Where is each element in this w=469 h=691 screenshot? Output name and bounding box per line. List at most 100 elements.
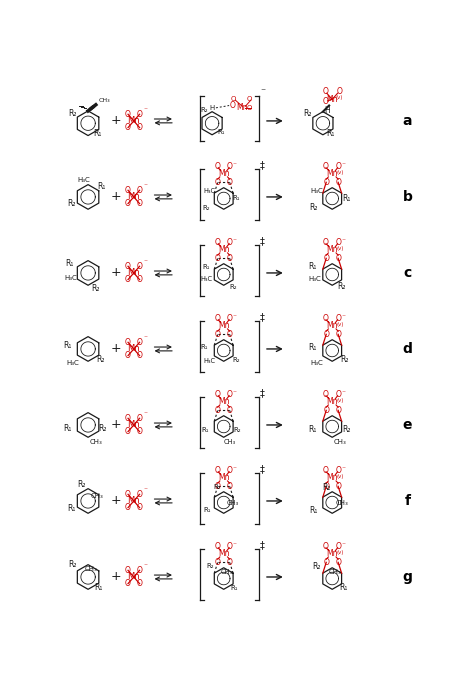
Text: R₂: R₂ [342, 425, 350, 434]
Text: O: O [323, 558, 329, 567]
Text: (v): (v) [336, 170, 344, 175]
Text: Mn: Mn [326, 473, 338, 482]
Text: ⁻: ⁻ [144, 485, 147, 494]
Text: +: + [111, 571, 121, 583]
Text: H₃C: H₃C [204, 358, 216, 364]
Text: O: O [125, 503, 131, 512]
Text: O: O [335, 238, 341, 247]
Text: O: O [335, 178, 341, 187]
Text: (v): (v) [336, 322, 344, 327]
Text: e: e [402, 418, 412, 432]
Text: O: O [335, 482, 341, 491]
Text: R₂: R₂ [206, 563, 213, 569]
Text: O: O [125, 186, 131, 195]
Text: ‡: ‡ [260, 312, 265, 323]
Text: ⁻: ⁻ [233, 388, 236, 397]
Text: O: O [230, 101, 236, 110]
Text: ⁻: ⁻ [341, 388, 345, 397]
Text: ‡: ‡ [260, 464, 265, 475]
Text: R₂: R₂ [303, 108, 311, 117]
Text: H₃C: H₃C [66, 360, 79, 366]
Text: Mn: Mn [218, 245, 229, 254]
Text: Mn: Mn [326, 397, 338, 406]
Text: H₃C: H₃C [204, 188, 216, 193]
Text: ⁻: ⁻ [144, 181, 147, 190]
Text: O: O [335, 314, 341, 323]
Text: (v): (v) [335, 95, 343, 100]
Text: O: O [227, 178, 233, 187]
Text: CH₃: CH₃ [221, 569, 233, 576]
Text: O: O [227, 482, 233, 491]
Text: R₁: R₁ [201, 344, 208, 350]
Text: O: O [215, 558, 221, 567]
Text: O: O [335, 406, 341, 415]
Text: ⁻: ⁻ [260, 88, 265, 97]
Text: (v): (v) [336, 246, 344, 251]
Text: Mn: Mn [128, 192, 140, 202]
Text: O: O [322, 238, 328, 247]
Text: O: O [227, 330, 233, 339]
Text: R₂: R₂ [214, 484, 221, 490]
Text: R₁: R₁ [309, 263, 317, 272]
Text: f: f [404, 494, 410, 508]
Text: R₁: R₁ [218, 129, 225, 135]
Text: H₃C: H₃C [65, 274, 77, 281]
Text: Mn: Mn [218, 473, 229, 482]
Text: R₁: R₁ [232, 196, 240, 202]
Text: (v): (v) [336, 474, 344, 479]
Text: O: O [322, 542, 328, 551]
Text: O: O [125, 338, 131, 347]
Text: O: O [323, 406, 329, 415]
Text: R₂: R₂ [98, 424, 106, 433]
Text: CH₃: CH₃ [227, 500, 239, 506]
Text: R₂: R₂ [229, 284, 237, 290]
Text: Mn: Mn [128, 420, 140, 430]
Text: R₂: R₂ [310, 203, 318, 212]
Text: H₃C: H₃C [310, 360, 323, 366]
Text: O: O [227, 314, 233, 323]
Text: R₁: R₁ [339, 583, 347, 592]
Text: O: O [227, 254, 233, 263]
Text: +: + [111, 495, 121, 507]
Text: O: O [335, 254, 341, 263]
Text: O: O [215, 482, 221, 491]
Text: R₁: R₁ [342, 194, 350, 203]
Text: O: O [136, 503, 143, 512]
Text: O: O [215, 254, 221, 263]
Text: ⁻: ⁻ [341, 160, 345, 169]
Text: R₂: R₂ [68, 108, 77, 117]
Text: O: O [335, 162, 341, 171]
Text: ⁻: ⁻ [144, 561, 147, 570]
Text: O: O [322, 87, 328, 96]
Text: O: O [125, 275, 131, 284]
Text: (v): (v) [336, 398, 344, 403]
Text: O: O [125, 110, 131, 119]
Text: O: O [136, 338, 143, 347]
Text: O: O [247, 95, 252, 102]
Text: Mn: Mn [326, 95, 338, 104]
Text: O: O [335, 466, 341, 475]
Text: CH₃: CH₃ [90, 439, 102, 445]
Text: Mn: Mn [128, 344, 140, 354]
Text: O: O [335, 330, 341, 339]
Text: R₂: R₂ [312, 562, 321, 571]
Text: O: O [227, 542, 233, 551]
Text: Mn: Mn [218, 549, 229, 558]
Text: +: + [111, 115, 121, 127]
Text: Mn: Mn [128, 116, 140, 126]
Text: H: H [325, 106, 331, 115]
Text: R₂: R₂ [96, 355, 105, 364]
Text: O: O [125, 579, 131, 588]
Text: Mn: Mn [128, 268, 140, 278]
Text: ⁻: ⁻ [144, 257, 147, 266]
Text: O: O [227, 558, 233, 567]
Text: ⁻: ⁻ [341, 464, 345, 473]
Text: O: O [125, 199, 131, 208]
Text: +: + [111, 343, 121, 355]
Text: ⁻: ⁻ [341, 236, 345, 245]
Text: b: b [402, 190, 412, 204]
Text: g: g [402, 570, 412, 584]
Text: R₁: R₁ [310, 506, 318, 515]
Text: ‡: ‡ [260, 388, 265, 399]
Text: O: O [336, 87, 342, 96]
